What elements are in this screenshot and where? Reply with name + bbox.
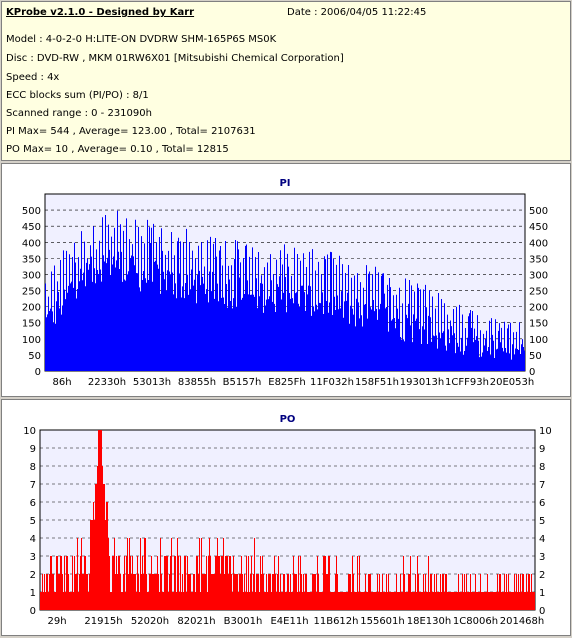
po-ytick-right: 0	[539, 606, 545, 617]
po-ytick-right: 1	[539, 588, 545, 599]
pi-xtick: 22330h	[88, 377, 126, 388]
scan-speed: Speed : 4x	[6, 72, 60, 83]
pi-ytick-right: 300	[529, 270, 548, 281]
pi-xtick: 53013h	[133, 377, 171, 388]
po-ytick-left: 6	[30, 498, 36, 509]
po-xtick: 82021h	[177, 616, 215, 627]
po-xtick: 201468h	[500, 616, 545, 627]
po-chart-title: PO	[280, 414, 296, 425]
pi-ytick-left: 450	[22, 222, 41, 233]
pi-stats: PI Max= 544 , Average= 123.00 , Total= 2…	[6, 126, 256, 137]
pi-ytick-left: 150	[22, 319, 41, 330]
pi-ytick-right: 50	[529, 351, 542, 362]
po-ytick-right: 10	[539, 426, 552, 437]
drive-model: Model : 4-0-2-0 H:LITE-ON DVDRW SHM-165P…	[6, 34, 277, 45]
po-ytick-left: 5	[30, 516, 36, 527]
po-ytick-right: 2	[539, 570, 545, 581]
pi-ytick-left: 0	[35, 367, 41, 378]
app-title: KProbe v2.1.0 - Designed by Karr	[6, 7, 195, 18]
po-chart-panel: PO 0 0 1 1 2 2 3 3 4 4 5 5 6 6 7 7 8 8 9 9 10 10 29h 21915h 52020…	[1, 399, 571, 636]
pi-ytick-left: 500	[22, 206, 41, 217]
po-xtick: 18E130h	[407, 616, 451, 627]
po-ytick-right: 4	[539, 534, 545, 545]
pi-xtick: 158F51h	[355, 377, 399, 388]
po-ytick-left: 8	[30, 462, 36, 473]
po-ytick-left: 10	[23, 426, 36, 437]
po-ytick-left: 2	[30, 570, 36, 581]
po-ytick-left: 7	[30, 480, 36, 491]
po-xtick: E4E11h	[270, 616, 308, 627]
pi-xtick: 1CFF93h	[445, 377, 489, 388]
pi-ytick-right: 100	[529, 335, 548, 346]
pi-chart-panel: PI 0 0 50 50 100 100 150 150 200 200 250 250 300 300 35…	[1, 163, 571, 397]
disc-info: Disc : DVD-RW , MKM 01RW6X01 [Mitsubishi…	[6, 53, 344, 64]
pi-ytick-left: 200	[22, 303, 41, 314]
po-ytick-left: 9	[30, 444, 36, 455]
pi-chart-title: PI	[279, 178, 290, 189]
pi-ytick-left: 400	[22, 238, 41, 249]
po-xtick: 52020h	[131, 616, 169, 627]
po-ytick-right: 8	[539, 462, 545, 473]
pi-ytick-right: 0	[529, 367, 535, 378]
pi-ytick-left: 300	[22, 270, 41, 281]
pi-bar-series	[45, 210, 525, 371]
po-ytick-left: 3	[30, 552, 36, 563]
pi-xtick: 193013h	[400, 377, 445, 388]
pi-ytick-left: 100	[22, 335, 41, 346]
po-xtick: B3001h	[224, 616, 263, 627]
po-ytick-right: 6	[539, 498, 545, 509]
po-bars	[40, 430, 535, 610]
pi-ytick-right: 250	[529, 287, 548, 298]
pi-ytick-right: 450	[529, 222, 548, 233]
info-panel: KProbe v2.1.0 - Designed by Karr Date : …	[1, 1, 571, 161]
pi-ytick-right: 350	[529, 254, 548, 265]
po-ytick-right: 9	[539, 444, 545, 455]
pi-xtick: E825Fh	[268, 377, 306, 388]
pi-xtick: 20E053h	[490, 377, 534, 388]
ecc-blocks: ECC blocks sum (PI/PO) : 8/1	[6, 90, 149, 101]
pi-xtick: 86h	[52, 377, 71, 388]
pi-xtick: 11F032h	[310, 377, 354, 388]
po-ytick-right: 5	[539, 516, 545, 527]
pi-ytick-left: 50	[28, 351, 41, 362]
pi-ytick-right: 500	[529, 206, 548, 217]
po-xtick: 155601h	[360, 616, 405, 627]
pi-ytick-right: 200	[529, 303, 548, 314]
po-ytick-right: 3	[539, 552, 545, 563]
pi-ytick-left: 350	[22, 254, 41, 265]
po-xtick: 1C8006h	[453, 616, 498, 627]
po-ytick-right: 7	[539, 480, 545, 491]
po-stats: PO Max= 10 , Average= 0.10 , Total= 1281…	[6, 144, 229, 155]
po-chart: PO 0 0 1 1 2 2 3 3 4 4 5 5 6 6 7 7 8 8 9 9 10 10 29h 21915h 52020…	[23, 414, 552, 627]
pi-bars	[45, 210, 525, 371]
pi-xtick: B5157h	[223, 377, 262, 388]
po-xtick: 21915h	[84, 616, 122, 627]
po-xtick: 29h	[47, 616, 66, 627]
scan-date: Date : 2006/04/05 11:22:45	[287, 7, 427, 18]
pi-xtick: 83855h	[178, 377, 216, 388]
po-ytick-left: 1	[30, 588, 36, 599]
po-ytick-left: 4	[30, 534, 36, 545]
pi-ytick-right: 150	[529, 319, 548, 330]
po-xtick: 11B612h	[313, 616, 358, 627]
pi-ytick-left: 250	[22, 287, 41, 298]
scanned-range: Scanned range : 0 - 231090h	[6, 108, 152, 119]
pi-chart: PI 0 0 50 50 100 100 150 150 200 200 250 250 300 300 35…	[22, 178, 548, 388]
pi-ytick-right: 400	[529, 238, 548, 249]
po-bar-series	[40, 430, 535, 610]
po-ytick-left: 0	[30, 606, 36, 617]
